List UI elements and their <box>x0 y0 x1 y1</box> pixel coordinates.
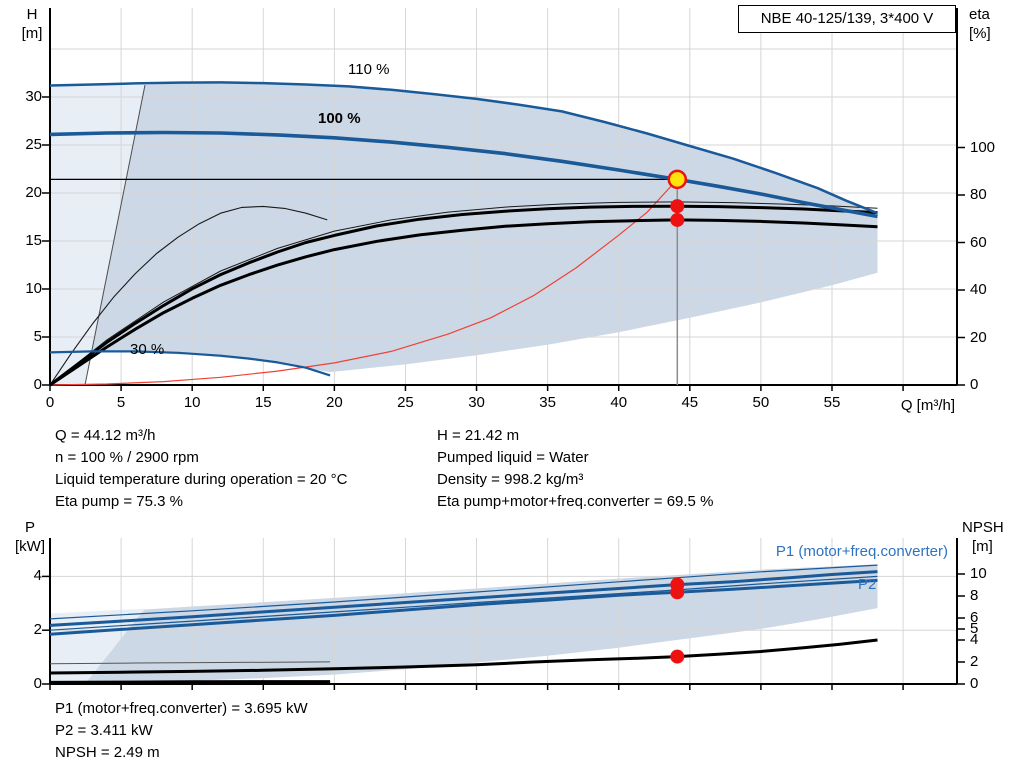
duty-density: Density = 998.2 kg/m³ <box>437 471 584 488</box>
npsh-axis-unit: [m] <box>972 538 993 555</box>
npsh-axis-title: NPSH <box>962 519 1004 536</box>
duty-liquid: Pumped liquid = Water <box>437 449 589 466</box>
speed-label-100: 100 % <box>318 110 361 127</box>
p-axis-title: P <box>24 519 35 536</box>
eta-pump-curve <box>49 204 878 387</box>
min-flow-line <box>84 84 146 386</box>
duty-data-left: Q = 44.12 m³/h n = 100 % / 2900 rpm Liqu… <box>55 425 347 513</box>
p1-tol-curve <box>49 564 878 620</box>
duty-power-dots <box>670 585 685 600</box>
h-axis-title: H <box>26 6 38 23</box>
npsh-curve <box>49 638 878 675</box>
npsh-duty-dot <box>670 649 685 664</box>
eta-total-curve <box>49 218 878 387</box>
curve-100pct <box>49 130 878 219</box>
curve-30pct <box>49 350 331 377</box>
npsh-aux-line <box>49 661 331 665</box>
eta-axis-title: eta <box>969 6 990 23</box>
speed-label-110: 110 % <box>348 61 390 78</box>
curve-110pct <box>49 81 878 215</box>
eta-axis-unit: [%] <box>969 25 991 42</box>
duty-p1: P1 (motor+freq.converter) = 3.695 kW <box>55 700 308 717</box>
p-axis-unit: [kW] <box>15 538 45 555</box>
duty-eta-pump: Eta pump = 75.3 % <box>55 493 183 510</box>
system-curve <box>49 178 678 386</box>
duty-head: H = 21.42 m <box>437 427 520 444</box>
duty-p2: P2 = 3.411 kW <box>55 722 153 739</box>
duty-q: Q = 44.12 m³/h <box>55 427 156 444</box>
p2-curve-label: P2 <box>858 576 877 593</box>
p2-curve <box>49 578 878 636</box>
reduced-speed-head-curve <box>49 205 328 386</box>
eta-pump-tol-curve <box>49 201 878 386</box>
duty-data-right: H = 21.42 m Pumped liquid = Water Densit… <box>437 425 713 513</box>
speed-label-30: 30 % <box>130 341 165 358</box>
duty-speed: n = 100 % / 2900 rpm <box>55 449 199 466</box>
p2-tol-curve <box>49 575 878 631</box>
duty-point <box>667 169 688 190</box>
eta-duty-dots <box>670 212 685 227</box>
power-30pct-curve <box>49 680 331 684</box>
power-data-block: P1 (motor+freq.converter) = 3.695 kW P2 … <box>55 698 308 764</box>
p1-curve-label: P1 (motor+freq.converter) <box>775 543 948 560</box>
pump-type-title: NBE 40-125/139, 3*400 V <box>738 5 956 33</box>
q-axis-title: Q [m³/h] <box>900 397 955 414</box>
h-axis-unit: [m] <box>21 25 43 42</box>
duty-npsh: NPSH = 2.49 m <box>55 744 160 761</box>
p1-curve <box>49 570 878 627</box>
eta-duty-dots <box>670 199 685 214</box>
duty-eta-total: Eta pump+motor+freq.converter = 69.5 % <box>437 493 714 510</box>
duty-temperature: Liquid temperature during operation = 20… <box>55 471 348 488</box>
operating-envelope <box>50 82 878 385</box>
